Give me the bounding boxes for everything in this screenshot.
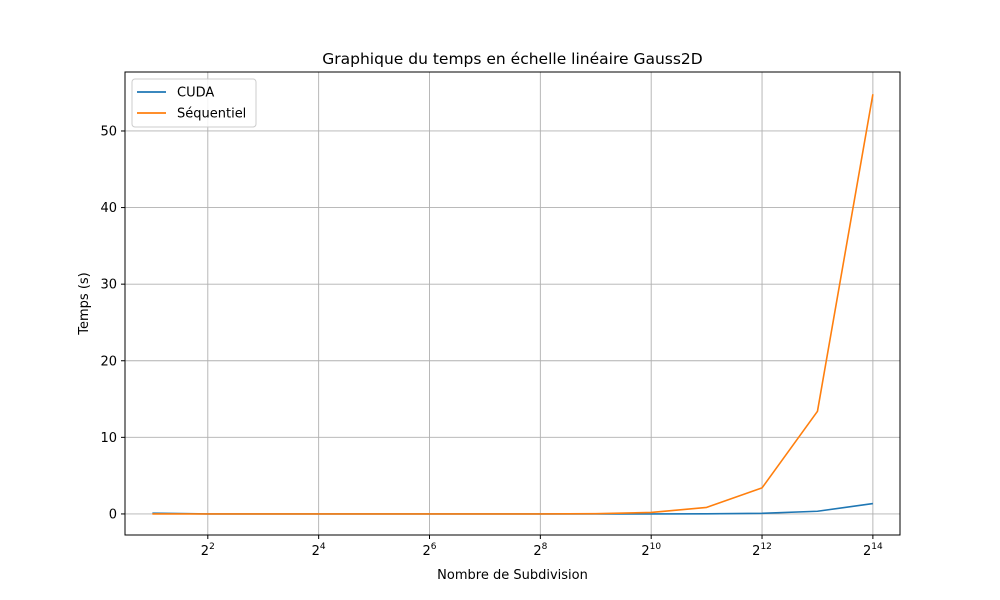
y-axis: 0 10 20 30 40 50	[100, 124, 125, 522]
x-tick-label: 214	[863, 542, 883, 559]
plot-frame	[124, 71, 901, 536]
y-tick-label: 10	[100, 431, 117, 446]
x-axis: 22 24 26 28 210 212 214	[201, 535, 883, 559]
series-layer	[152, 94, 874, 515]
y-tick-label: 40	[100, 201, 117, 216]
x-tick-label: 212	[752, 542, 772, 559]
x-tick-label: 210	[641, 542, 661, 559]
chart-title: Graphique du temps en échelle linéaire G…	[322, 50, 703, 68]
x-axis-label: Nombre de Subdivision	[437, 568, 588, 583]
x-tick-label: 26	[422, 542, 436, 559]
y-tick-label: 30	[100, 278, 117, 293]
x-tick-label: 24	[312, 542, 326, 559]
y-tick-label: 50	[100, 124, 117, 139]
series-line	[152, 94, 874, 515]
y-tick-label: 0	[109, 507, 117, 522]
legend: CUDA Séquentiel	[131, 78, 257, 128]
legend-label: CUDA	[177, 86, 214, 101]
y-axis-label: Temps (s)	[77, 272, 92, 335]
x-tick-label: 22	[201, 542, 215, 559]
legend-label: Séquentiel	[177, 107, 246, 122]
legend-box	[131, 78, 257, 128]
x-tick-label: 28	[533, 542, 547, 559]
y-tick-label: 20	[100, 354, 117, 369]
